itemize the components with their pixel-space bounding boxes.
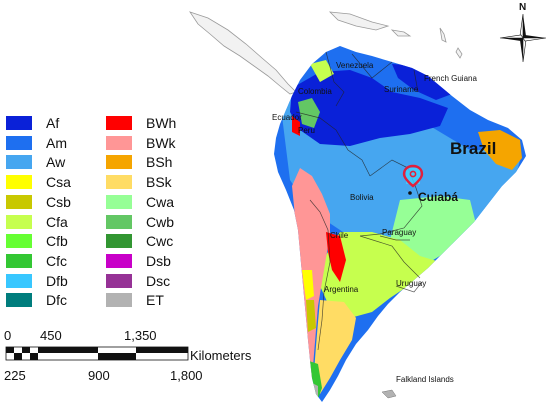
compass-rose-icon xyxy=(499,13,547,63)
legend-swatch xyxy=(106,293,132,308)
central-america-land xyxy=(189,11,463,95)
label-peru: Peru xyxy=(298,126,315,135)
scale-label-1350: 1,350 xyxy=(124,328,157,343)
falkland-islands xyxy=(381,389,397,399)
legend-swatch xyxy=(6,214,32,229)
legend-label: ET xyxy=(146,292,164,309)
legend-swatch xyxy=(6,253,32,268)
scale-label-0: 0 xyxy=(4,328,12,343)
legend-swatch xyxy=(106,214,132,229)
legend-swatch xyxy=(6,293,32,308)
label-cuiaba: Cuiabá xyxy=(418,190,458,204)
label-colombia: Colombia xyxy=(298,87,332,96)
label-falkland: Falkland Islands xyxy=(396,375,454,384)
legend-label: Csa xyxy=(46,174,71,191)
north-label: N xyxy=(519,2,527,13)
legend-label: Csb xyxy=(46,193,71,210)
legend-swatch xyxy=(6,273,32,288)
scale-label-1800: 1,800 xyxy=(170,368,203,383)
label-ecuador: Ecuador xyxy=(272,113,302,122)
legend-label: Cfc xyxy=(46,252,67,269)
legend-swatch xyxy=(6,175,32,190)
legend-swatch xyxy=(106,175,132,190)
label-uruguay: Uruguay xyxy=(396,279,426,288)
label-chile: Chile xyxy=(330,231,349,240)
scale-label-450: 450 xyxy=(40,328,62,343)
legend-label: Dfc xyxy=(46,292,67,309)
legend-label: BWk xyxy=(146,134,176,151)
place-labels: Venezuela Colombia Suriname French Guian… xyxy=(272,61,496,384)
country-borders xyxy=(295,51,423,351)
label-venezuela: Venezuela xyxy=(336,61,374,70)
legend-swatch xyxy=(106,253,132,268)
location-pin-icon xyxy=(402,164,424,195)
legend-label: Af xyxy=(46,115,60,131)
label-argentina: Argentina xyxy=(324,285,359,294)
legend-label: Aw xyxy=(46,154,66,171)
legend-label: Dfb xyxy=(46,272,68,289)
legend-swatch xyxy=(106,273,132,288)
label-brazil: Brazil xyxy=(450,139,496,158)
label-paraguay: Paraguay xyxy=(382,228,416,237)
legend-label: Cfb xyxy=(46,233,68,250)
legend-swatch xyxy=(106,194,132,209)
label-french-guiana: French Guiana xyxy=(424,74,477,83)
legend-label: Cfa xyxy=(46,213,68,230)
legend-swatch xyxy=(106,135,132,150)
label-bolivia: Bolivia xyxy=(350,193,374,202)
legend-swatch xyxy=(6,116,32,130)
legend-label: Cwb xyxy=(146,213,175,230)
label-suriname: Suriname xyxy=(384,85,419,94)
scale-bar xyxy=(5,346,189,361)
legend-label: Cwa xyxy=(146,193,175,210)
legend-swatch xyxy=(106,116,132,130)
legend-swatch xyxy=(106,234,132,249)
legend-label: Dsb xyxy=(146,252,171,269)
legend-label: Dsc xyxy=(146,272,171,289)
scale-label-225: 225 xyxy=(4,368,26,383)
legend-swatch xyxy=(6,194,32,209)
scale-unit-label: Kilometers xyxy=(190,348,252,363)
legend-label: BSk xyxy=(146,174,172,191)
legend-swatch xyxy=(106,155,132,170)
scale-label-900: 900 xyxy=(88,368,110,383)
legend-label: Am xyxy=(46,134,67,151)
legend-swatch xyxy=(6,155,32,170)
legend-swatch xyxy=(6,234,32,249)
legend-label: BWh xyxy=(146,115,177,131)
legend-swatch xyxy=(6,135,32,150)
legend-label: Cwc xyxy=(146,233,174,250)
legend-label: BSh xyxy=(146,154,173,171)
